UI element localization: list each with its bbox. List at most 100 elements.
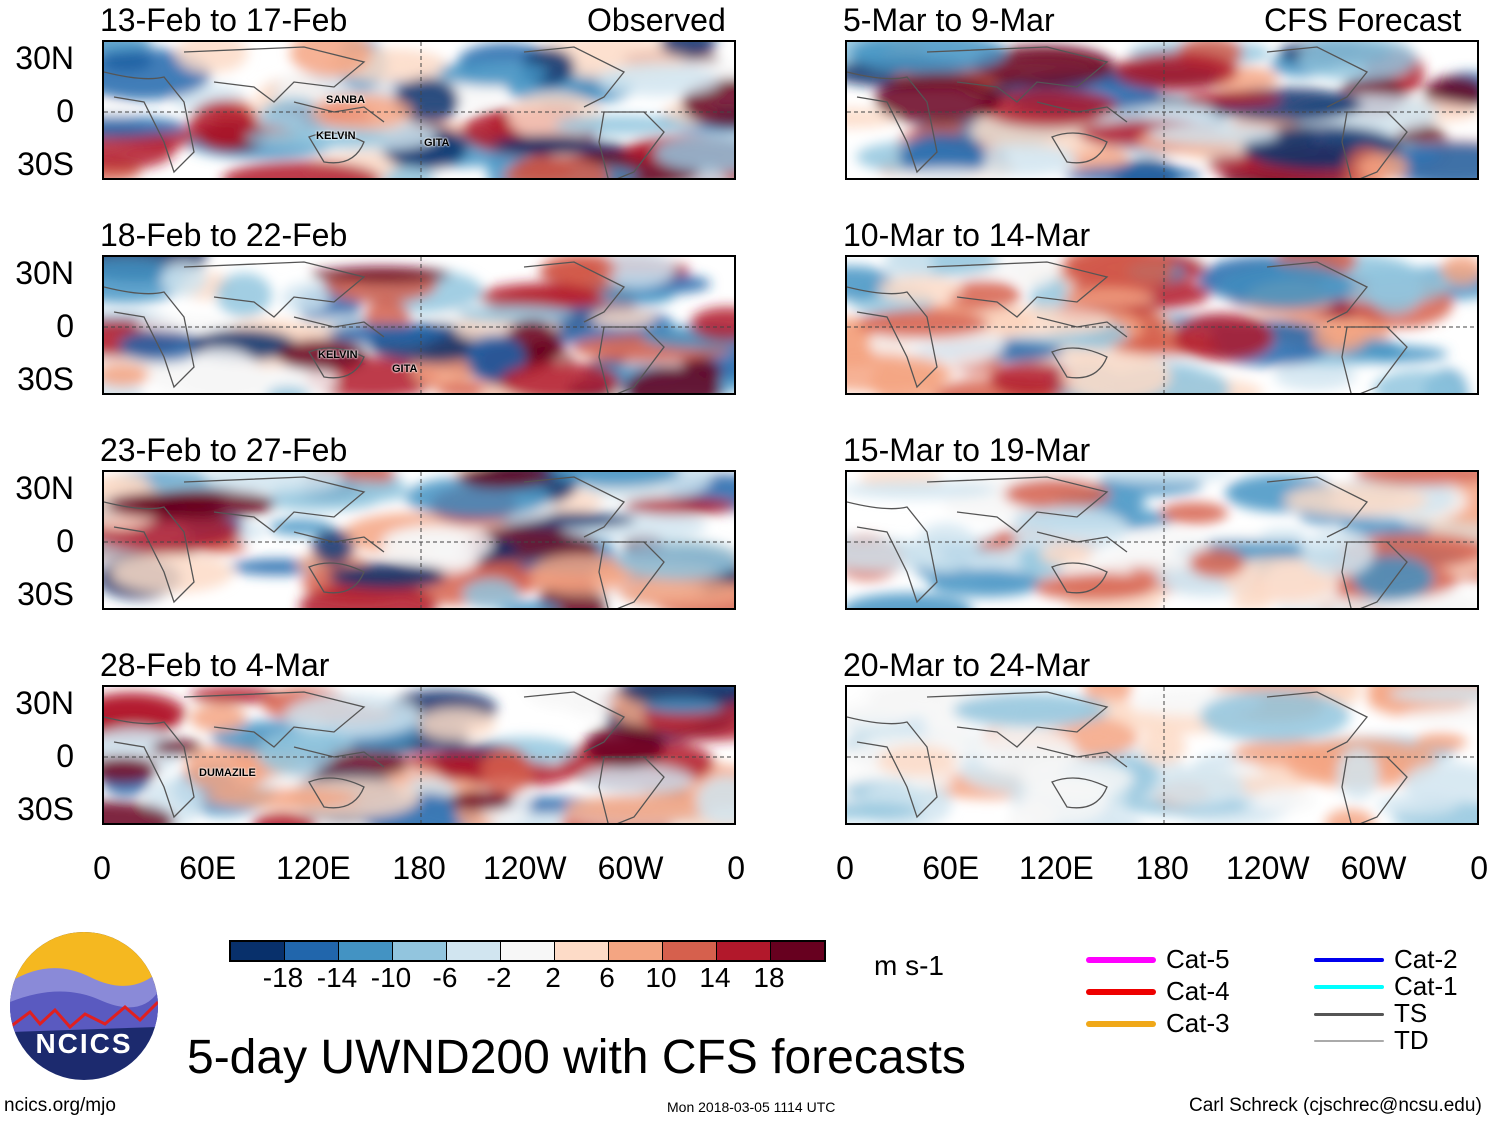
wind-anomaly-blob xyxy=(523,687,603,709)
wind-anomaly-blob xyxy=(599,257,675,288)
wind-anomaly-blob xyxy=(267,386,309,393)
lon-label: 120E xyxy=(276,850,351,886)
colorbar-swatch xyxy=(447,942,501,960)
wind-anomaly-blob xyxy=(960,306,1112,336)
wind-anomaly-blob xyxy=(161,262,207,296)
wind-anomaly-blob xyxy=(616,540,734,580)
wind-anomaly-blob xyxy=(481,747,531,797)
wind-anomaly-blob xyxy=(312,94,412,130)
wind-anomaly-blob xyxy=(479,283,605,311)
lon-label: 60W xyxy=(1340,850,1407,886)
wind-anomaly-blob xyxy=(1358,153,1408,178)
wind-anomaly-blob xyxy=(463,578,519,608)
wind-anomaly-blob xyxy=(1403,762,1477,804)
map-panel xyxy=(845,255,1479,395)
figure-title: 5-day UWND200 with CFS forecasts xyxy=(187,1031,966,1084)
wind-anomaly-blob xyxy=(1140,729,1186,765)
colorbar-swatch xyxy=(339,942,393,960)
wind-anomaly-blob xyxy=(1388,687,1477,703)
colorbar-swatch xyxy=(609,942,663,960)
legend-label: TS xyxy=(1394,998,1428,1028)
wind-anomaly-blob xyxy=(252,812,316,823)
wind-anomaly-blob xyxy=(1004,478,1110,510)
wind-anomaly-blob xyxy=(1260,528,1308,544)
wind-anomaly-blob xyxy=(1441,257,1477,285)
legend-line-cat-1 xyxy=(1314,985,1384,989)
legend-line-cat-5 xyxy=(1086,957,1156,963)
wind-anomaly-blob xyxy=(1189,548,1245,578)
map-panel xyxy=(845,470,1479,610)
wind-anomaly-blob xyxy=(904,774,954,790)
wind-anomaly-blob xyxy=(1153,767,1245,807)
map-panel xyxy=(845,685,1479,825)
panel-title: 23-Feb to 27-Feb xyxy=(100,432,348,468)
storm-label: GITA xyxy=(424,137,450,149)
wind-anomaly-blob xyxy=(310,267,450,283)
footer-url[interactable]: ncics.org/mjo xyxy=(4,1095,116,1116)
lon-label: 60W xyxy=(597,850,664,886)
wind-anomaly-blob xyxy=(312,529,354,565)
colorbar-label: -14 xyxy=(316,962,358,993)
wind-anomaly-blob xyxy=(1172,313,1274,361)
wind-anomaly-blob xyxy=(1284,484,1428,516)
wind-anomaly-blob xyxy=(181,348,261,393)
wind-anomaly-blob xyxy=(654,136,734,172)
colorbar-swatch xyxy=(231,942,285,960)
wind-anomaly-blob xyxy=(449,791,513,811)
panel-title: 15-Mar to 19-Mar xyxy=(843,432,1091,468)
lon-label: 0 xyxy=(1470,850,1489,886)
wind-anomaly-blob xyxy=(696,776,734,823)
colorbar-swatch xyxy=(393,942,447,960)
colorbar-swatch xyxy=(555,942,609,960)
colorbar-swatch xyxy=(285,942,339,960)
lat-label: 30S xyxy=(17,576,74,612)
wind-anomaly-blob xyxy=(152,739,202,755)
lat-label: 30N xyxy=(15,470,74,506)
wind-anomaly-blob xyxy=(1200,690,1350,742)
legend-line-cat-2 xyxy=(1314,958,1384,962)
coastlines xyxy=(104,46,665,178)
wind-anomaly-blob xyxy=(111,553,233,593)
legend-line-ts xyxy=(1314,1012,1384,1016)
wind-anomaly-blob xyxy=(222,161,382,178)
wind-anomaly-blob xyxy=(877,745,957,777)
wind-anomaly-blob xyxy=(1063,288,1153,308)
wind-anomaly-blob xyxy=(597,64,719,96)
wind-anomaly-blob xyxy=(1147,123,1279,145)
lat-label: 30N xyxy=(15,255,74,291)
wind-anomaly-blob xyxy=(135,489,275,519)
coastlines xyxy=(104,691,665,823)
wind-anomaly-blob xyxy=(104,757,157,783)
panel-title: 20-Mar to 24-Mar xyxy=(843,647,1091,683)
colorbar xyxy=(229,940,826,962)
wind-anomaly-blob xyxy=(1232,593,1272,608)
lon-label: 60E xyxy=(922,850,980,886)
colorbar-label: 18 xyxy=(753,962,785,993)
lon-label: 180 xyxy=(1135,850,1189,886)
wind-anomaly-blob xyxy=(914,523,978,573)
ncics-logo: NCICS xyxy=(10,932,158,1080)
wind-anomaly-blob xyxy=(847,593,973,608)
footer-timestamp: Mon 2018-03-05 1114 UTC xyxy=(667,1099,836,1115)
lat-label: 0 xyxy=(56,738,74,774)
wind-anomaly-blob xyxy=(466,334,526,382)
wind-anomaly-blob xyxy=(990,361,1074,393)
wind-anomaly-blob xyxy=(599,285,675,305)
wind-anomaly-blob xyxy=(1337,748,1379,800)
wind-anomaly-blob xyxy=(644,698,722,714)
forecast-header: CFS Forecast xyxy=(1264,2,1462,38)
panel-title: 28-Feb to 4-Mar xyxy=(100,647,330,683)
wind-anomaly-blob xyxy=(953,693,1109,727)
wind-anomaly-blob xyxy=(493,135,605,155)
colorbar-label: -2 xyxy=(486,962,512,993)
wind-anomaly-blob xyxy=(104,801,175,823)
legend-line-cat-3 xyxy=(1086,1021,1156,1027)
legend-label: Cat-5 xyxy=(1166,944,1230,974)
panel-title: 10-Mar to 14-Mar xyxy=(843,217,1091,253)
colorbar-swatch xyxy=(663,942,717,960)
wind-anomaly-blob xyxy=(624,497,734,515)
panel-title: 5-Mar to 9-Mar xyxy=(843,2,1055,38)
wind-anomaly-blob xyxy=(457,305,573,323)
lat-label: 30N xyxy=(15,685,74,721)
colorbar-label: 2 xyxy=(545,962,561,993)
